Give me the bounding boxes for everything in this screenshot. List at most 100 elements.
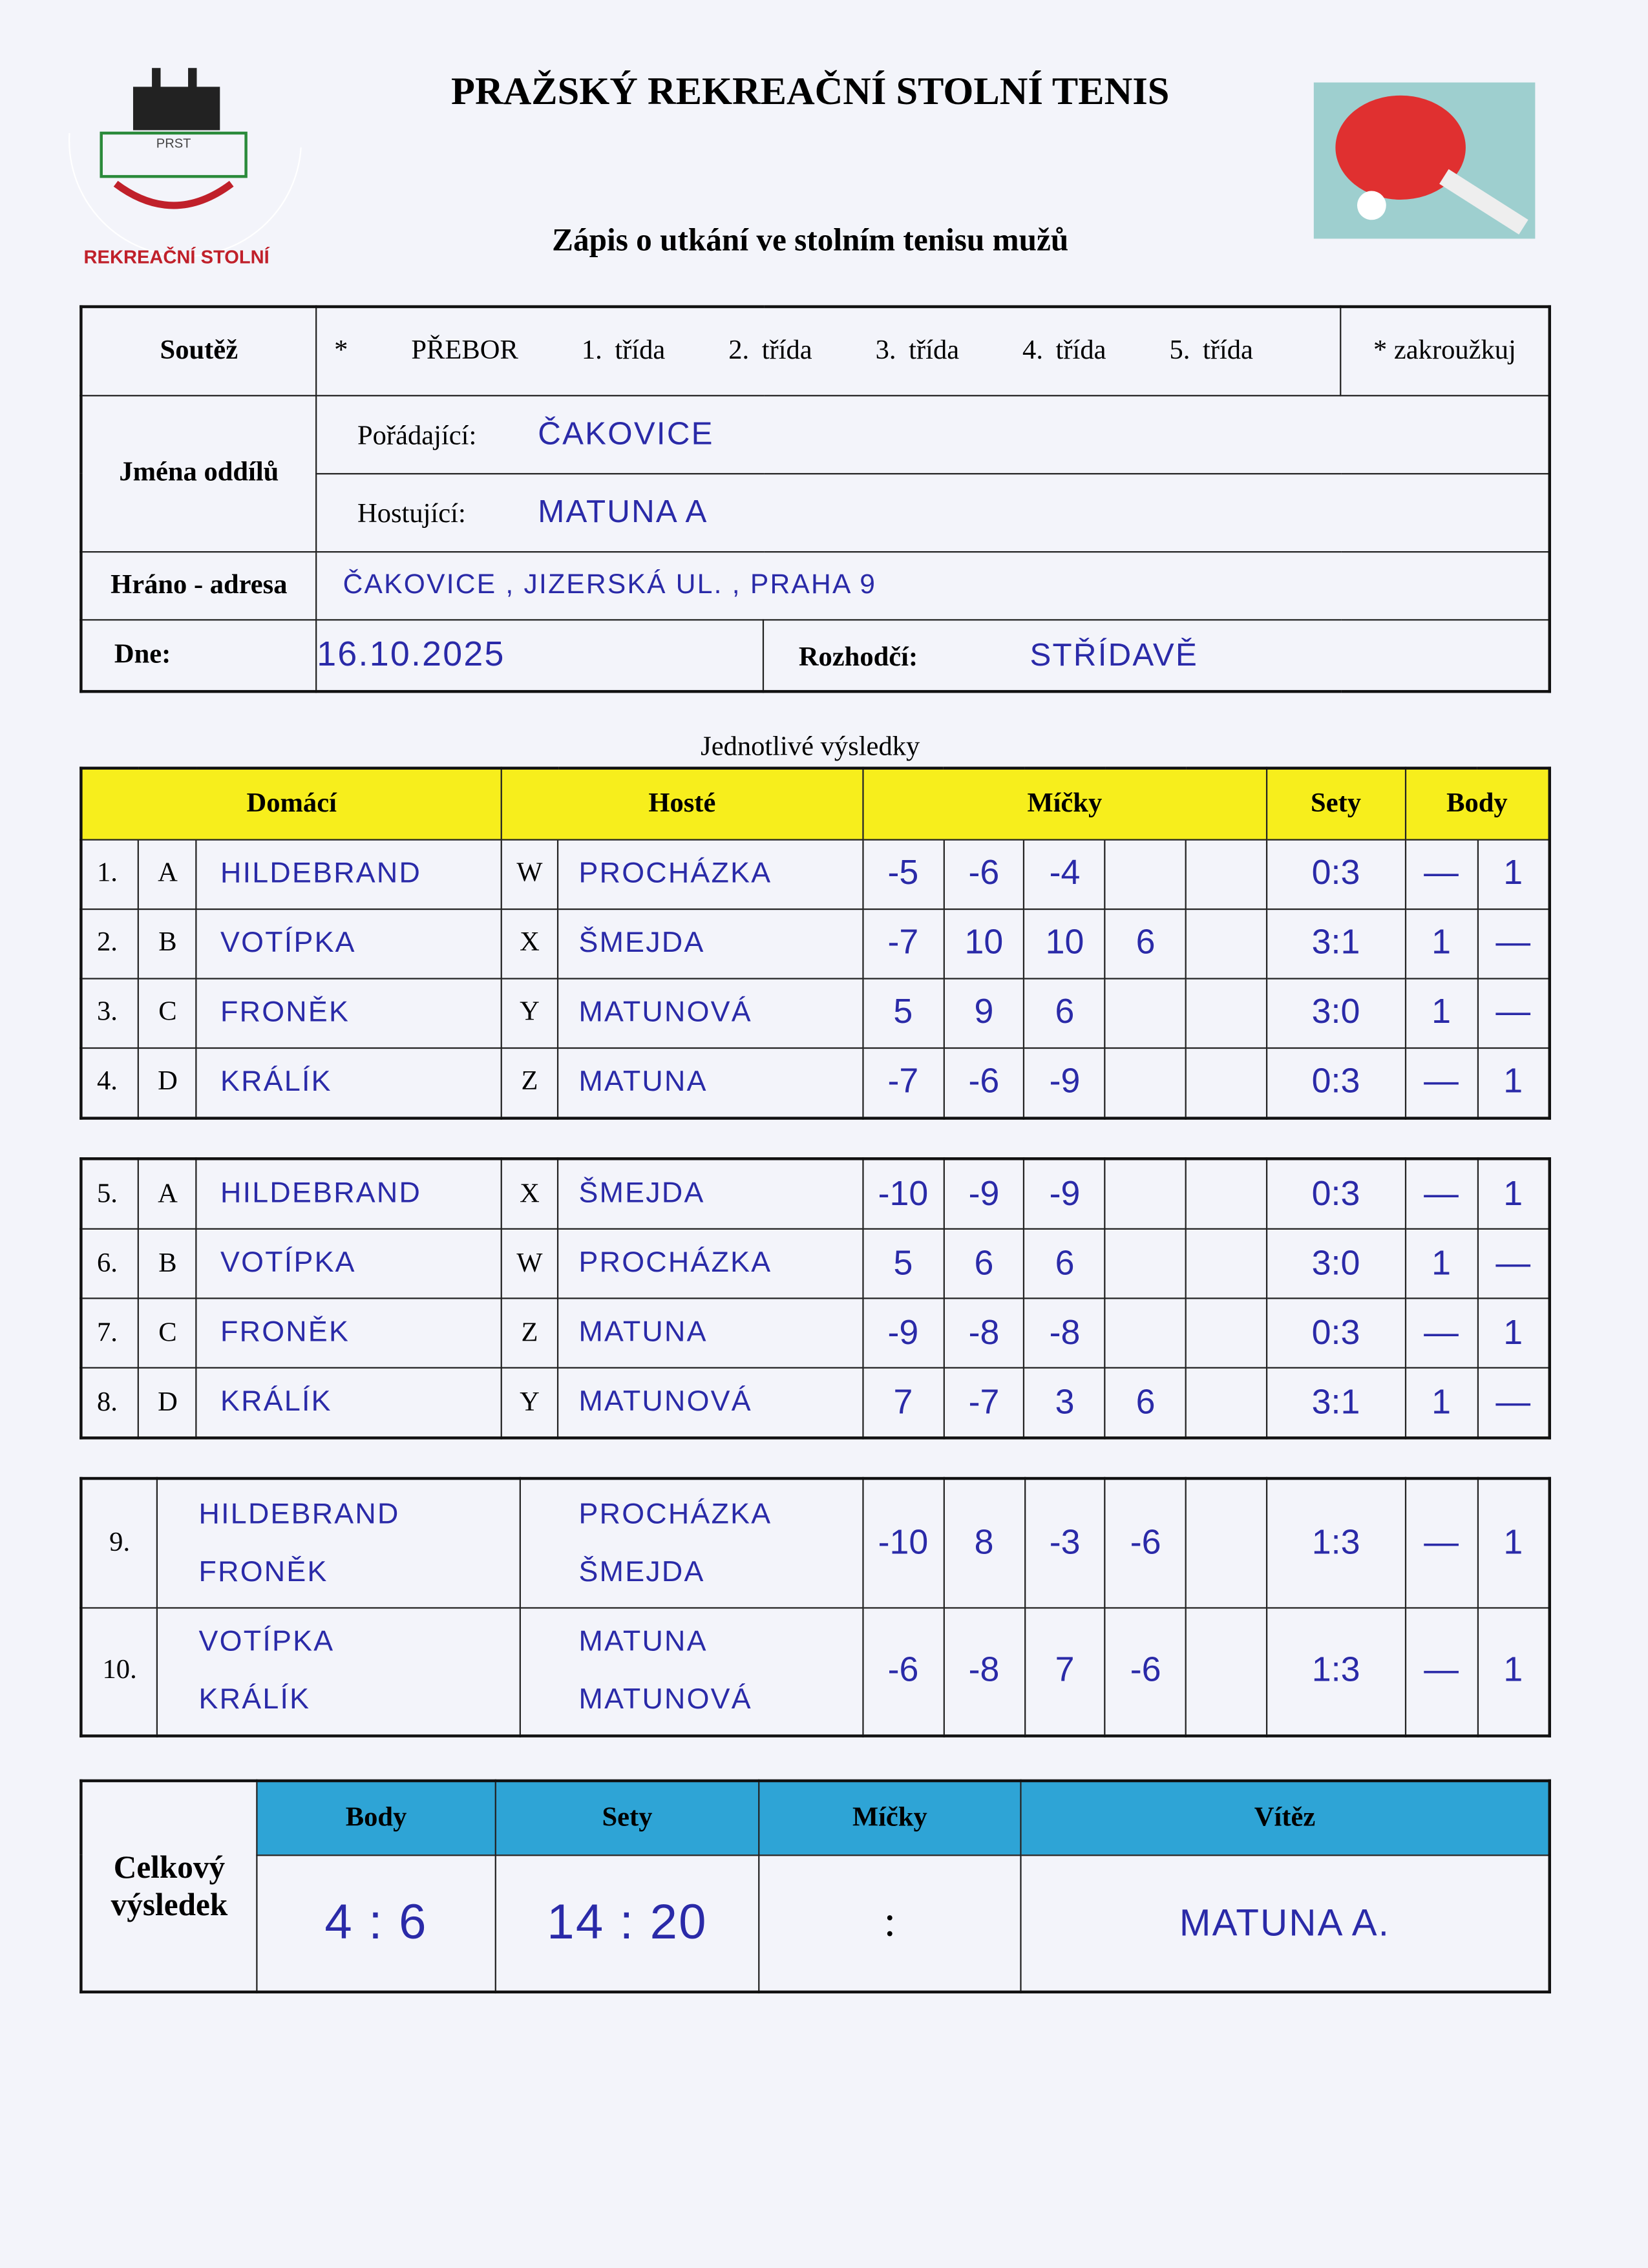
guest-player[interactable]: MATUNOVÁ [556, 977, 863, 1049]
ball-score[interactable] [1104, 977, 1187, 1049]
sets-score[interactable]: 3:1 [1265, 1367, 1406, 1439]
guest-point[interactable]: 1 [1476, 1158, 1550, 1230]
guest-point[interactable]: 1 [1476, 1046, 1550, 1118]
guest-player[interactable]: ŠMEJDA [578, 1556, 705, 1588]
guest-player[interactable]: MATUNA [556, 1297, 863, 1369]
ball-score[interactable]: -5 [861, 838, 944, 910]
sets-score[interactable]: 1:3 [1265, 1606, 1406, 1737]
home-player[interactable]: FRONĚK [198, 1556, 328, 1588]
home-point[interactable]: — [1404, 1477, 1479, 1608]
home-player[interactable]: HILDEBRAND [195, 1158, 503, 1230]
ball-score[interactable]: -4 [1023, 838, 1106, 910]
ball-score[interactable]: 6 [942, 1228, 1026, 1299]
ball-score[interactable] [1185, 1367, 1267, 1439]
guest-point[interactable]: — [1476, 1367, 1550, 1439]
ball-score[interactable]: 6 [1023, 977, 1106, 1049]
home-player[interactable]: KRÁLÍK [195, 1367, 503, 1439]
summary-balls[interactable]: : [758, 1854, 1022, 1993]
home-point[interactable]: 1 [1404, 907, 1479, 979]
ball-score[interactable]: 6 [1104, 907, 1187, 979]
ball-score[interactable]: 8 [942, 1477, 1026, 1608]
class-option-5[interactable]: 5. třída [1169, 335, 1253, 366]
date-value[interactable]: 16.10.2025 [315, 618, 765, 693]
guest-point[interactable]: 1 [1476, 838, 1550, 910]
summary-sets[interactable]: 14 : 20 [494, 1854, 760, 1993]
ball-score[interactable] [1185, 838, 1267, 910]
address-value[interactable]: ČAKOVICE , JIZERSKÁ UL. , PRAHA 9 [315, 550, 1550, 620]
ball-score[interactable]: -7 [861, 1046, 944, 1118]
ball-score[interactable]: 10 [1023, 907, 1106, 979]
guest-point[interactable]: 1 [1476, 1606, 1550, 1737]
ball-score[interactable] [1104, 1046, 1187, 1118]
ball-score[interactable]: 5 [861, 1228, 945, 1299]
ball-score[interactable] [1104, 1228, 1187, 1299]
ball-score[interactable]: 5 [861, 977, 944, 1049]
guest-player[interactable]: PROCHÁZKA [556, 838, 863, 910]
summary-winner[interactable]: MATUNA A. [1020, 1854, 1550, 1993]
ball-score[interactable]: -6 [942, 1046, 1026, 1118]
ball-score[interactable]: -8 [942, 1297, 1026, 1369]
ball-score[interactable] [1185, 977, 1267, 1049]
class-option-2[interactable]: 2. třída [728, 335, 812, 366]
guest-player[interactable]: ŠMEJDA [556, 907, 863, 979]
ball-score[interactable]: -7 [861, 907, 944, 979]
home-point[interactable]: — [1404, 1158, 1479, 1230]
ball-score[interactable]: 10 [942, 907, 1026, 979]
ball-score[interactable]: -6 [1104, 1606, 1187, 1737]
guest-player[interactable]: PROCHÁZKA [556, 1228, 863, 1299]
ball-score[interactable]: -9 [942, 1158, 1026, 1230]
ball-score[interactable] [1185, 907, 1267, 979]
home-point[interactable]: — [1404, 1606, 1479, 1737]
sets-score[interactable]: 1:3 [1265, 1477, 1406, 1608]
ball-score[interactable] [1185, 1228, 1267, 1299]
sets-score[interactable]: 0:3 [1265, 1297, 1406, 1369]
ball-score[interactable]: -10 [861, 1477, 945, 1608]
ball-score[interactable] [1104, 1297, 1187, 1369]
ball-score[interactable]: -6 [1104, 1477, 1187, 1608]
home-player[interactable]: KRÁLÍK [198, 1684, 311, 1716]
home-point[interactable]: — [1404, 1046, 1479, 1118]
sets-score[interactable]: 0:3 [1265, 1158, 1406, 1230]
home-point[interactable]: 1 [1404, 977, 1479, 1049]
guest-player[interactable]: ŠMEJDA [556, 1158, 863, 1230]
ball-score[interactable] [1104, 1158, 1187, 1230]
home-point[interactable]: 1 [1404, 1367, 1479, 1439]
ball-score[interactable]: -8 [942, 1606, 1026, 1737]
summary-points[interactable]: 4 : 6 [256, 1854, 496, 1993]
referee-value[interactable]: STŘÍDAVĚ [1030, 636, 1199, 673]
class-option-1[interactable]: 1. třída [581, 335, 666, 366]
home-point[interactable]: — [1404, 1297, 1479, 1369]
sets-score[interactable]: 3:0 [1265, 1228, 1406, 1299]
class-option-4[interactable]: 4. třída [1022, 335, 1106, 366]
home-point[interactable]: 1 [1404, 1228, 1479, 1299]
home-player[interactable]: FRONĚK [195, 977, 503, 1049]
class-option-prebor[interactable]: PŘEBOR [411, 335, 518, 366]
ball-score[interactable]: -6 [942, 838, 1026, 910]
ball-score[interactable] [1185, 1046, 1267, 1118]
home-point[interactable]: — [1404, 838, 1479, 910]
ball-score[interactable]: -9 [861, 1297, 945, 1369]
ball-score[interactable]: 6 [1023, 1228, 1106, 1299]
ball-score[interactable] [1185, 1297, 1267, 1369]
home-player[interactable]: VOTÍPKA [198, 1626, 335, 1659]
sets-score[interactable]: 3:1 [1265, 907, 1406, 979]
ball-score[interactable]: -6 [861, 1606, 945, 1737]
ball-score[interactable]: -7 [942, 1367, 1026, 1439]
class-option-3[interactable]: 3. třída [875, 335, 960, 366]
ball-score[interactable]: -9 [1023, 1046, 1106, 1118]
home-player[interactable]: KRÁLÍK [195, 1046, 503, 1118]
host-value[interactable]: ČAKOVICE [538, 415, 714, 452]
ball-score[interactable] [1185, 1477, 1268, 1608]
home-player[interactable]: FRONĚK [195, 1297, 503, 1369]
sets-score[interactable]: 0:3 [1265, 1046, 1406, 1118]
guest-point[interactable]: — [1476, 977, 1550, 1049]
guest-point[interactable]: — [1476, 907, 1550, 979]
ball-score[interactable]: -9 [1023, 1158, 1106, 1230]
ball-score[interactable]: 7 [1023, 1606, 1106, 1737]
guest-point[interactable]: — [1476, 1228, 1550, 1299]
ball-score[interactable]: -10 [861, 1158, 945, 1230]
ball-score[interactable]: 3 [1023, 1367, 1106, 1439]
ball-score[interactable] [1104, 838, 1187, 910]
ball-score[interactable]: -3 [1023, 1477, 1106, 1608]
guest-player[interactable]: PROCHÁZKA [578, 1498, 772, 1531]
